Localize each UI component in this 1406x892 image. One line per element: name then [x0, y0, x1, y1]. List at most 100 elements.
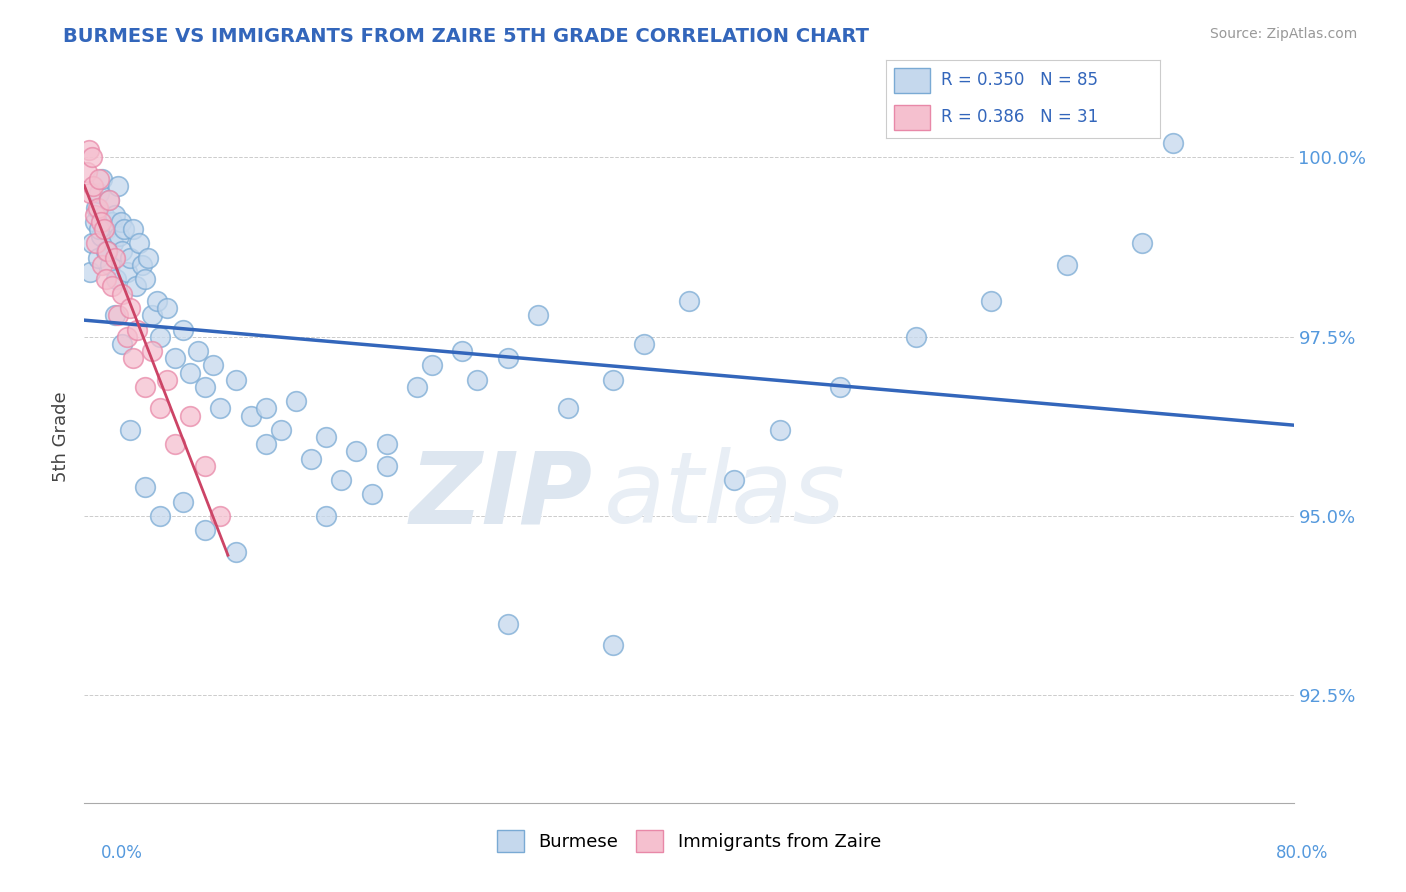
Point [86, 236, 108, 251]
Point [451, 344, 474, 359]
Point [115, 329, 138, 343]
Point [496, 351, 519, 366]
Point [557, 401, 579, 416]
Point [80, 236, 103, 251]
Point [94, 272, 117, 286]
Point [165, 437, 187, 451]
Point [420, 359, 443, 373]
Point [209, 401, 232, 416]
Point [104, 251, 127, 265]
Point [270, 423, 292, 437]
Point [299, 451, 322, 466]
Point [125, 279, 148, 293]
Point [179, 409, 201, 423]
Point [149, 401, 172, 416]
Point [105, 272, 128, 286]
Point [82, 179, 104, 194]
Point [315, 430, 337, 444]
Point [90, 229, 112, 244]
Point [111, 244, 134, 258]
Point [134, 380, 156, 394]
Point [80, 150, 103, 164]
Point [90, 215, 112, 229]
Point [136, 251, 159, 265]
Point [91, 258, 114, 272]
Point [239, 409, 262, 423]
Point [118, 301, 141, 315]
Point [96, 222, 118, 236]
Point [94, 244, 117, 258]
Point [98, 258, 121, 272]
Point [375, 458, 398, 473]
Point [980, 293, 1002, 308]
Text: 80.0%: 80.0% [1277, 844, 1329, 862]
Point [76, 165, 98, 179]
Point [149, 329, 172, 343]
Point [172, 494, 194, 508]
Point [121, 351, 143, 366]
FancyBboxPatch shape [894, 105, 929, 130]
Point [111, 336, 134, 351]
Point [904, 329, 927, 343]
Point [118, 423, 141, 437]
Point [128, 236, 150, 251]
Point [91, 172, 114, 186]
Point [633, 336, 655, 351]
Text: ZIP: ZIP [409, 447, 592, 544]
Point [346, 444, 368, 458]
Point [254, 401, 277, 416]
Point [131, 258, 153, 272]
Point [84, 215, 107, 229]
Point [141, 344, 163, 359]
Text: R = 0.386   N = 31: R = 0.386 N = 31 [941, 109, 1098, 127]
Point [1161, 136, 1184, 150]
Point [194, 458, 217, 473]
Point [149, 508, 172, 523]
Point [87, 201, 110, 215]
Point [141, 308, 163, 322]
Point [146, 293, 169, 308]
Point [77, 143, 100, 157]
Point [172, 322, 194, 336]
Point [315, 508, 337, 523]
Point [107, 308, 129, 322]
Point [156, 373, 179, 387]
Point [118, 251, 141, 265]
Point [84, 208, 107, 222]
Point [156, 301, 179, 315]
FancyBboxPatch shape [894, 68, 929, 93]
Point [723, 473, 745, 487]
Text: atlas: atlas [605, 447, 846, 544]
Point [678, 293, 700, 308]
Point [100, 279, 122, 293]
Point [209, 508, 232, 523]
Point [86, 201, 108, 215]
Point [330, 473, 353, 487]
Point [127, 322, 149, 336]
Point [104, 208, 127, 222]
Text: R = 0.350   N = 85: R = 0.350 N = 85 [941, 70, 1098, 89]
Point [121, 222, 143, 236]
Point [179, 366, 201, 380]
Point [1056, 258, 1078, 272]
Point [602, 373, 624, 387]
Point [285, 394, 308, 409]
Point [112, 222, 135, 236]
Point [96, 244, 118, 258]
Legend: Burmese, Immigrants from Zaire: Burmese, Immigrants from Zaire [489, 823, 889, 860]
Point [527, 308, 550, 322]
Point [101, 236, 124, 251]
Point [602, 638, 624, 652]
Point [97, 194, 120, 208]
Point [108, 229, 131, 244]
Point [104, 308, 127, 322]
Text: BURMESE VS IMMIGRANTS FROM ZAIRE 5TH GRADE CORRELATION CHART: BURMESE VS IMMIGRANTS FROM ZAIRE 5TH GRA… [63, 27, 869, 45]
Point [89, 186, 111, 201]
Point [93, 208, 115, 222]
Point [194, 380, 217, 394]
Point [194, 524, 217, 538]
Point [89, 172, 111, 186]
Point [87, 251, 110, 265]
Point [79, 265, 101, 279]
Point [110, 215, 132, 229]
